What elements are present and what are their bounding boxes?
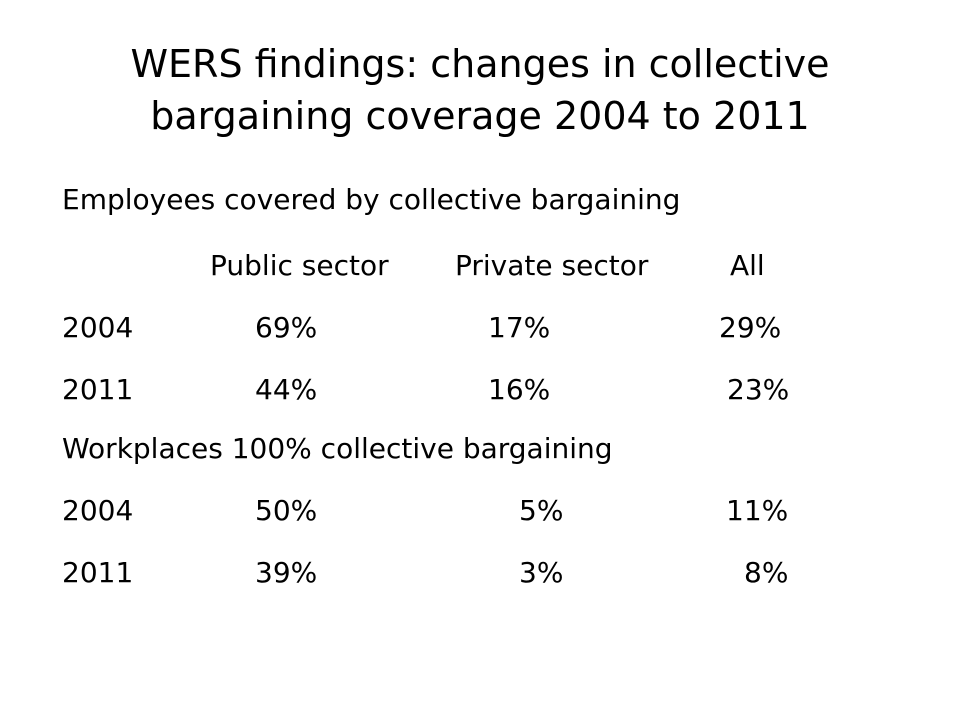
title-line-2: bargaining coverage 2004 to 2011 bbox=[150, 94, 810, 138]
row-private-value: 16% bbox=[488, 373, 551, 406]
column-header-private: Private sector bbox=[455, 249, 649, 282]
row-all-value: 8% bbox=[744, 556, 789, 589]
column-header-public: Public sector bbox=[210, 249, 389, 282]
column-header-all: All bbox=[730, 249, 765, 282]
row-year: 2011 bbox=[62, 556, 134, 589]
row-public-value: 39% bbox=[255, 556, 318, 589]
row-public-value: 44% bbox=[255, 373, 318, 406]
slide-title: WERS findings: changes in collective bar… bbox=[40, 38, 920, 142]
row-year: 2011 bbox=[62, 373, 134, 406]
row-all-value: 23% bbox=[727, 373, 790, 406]
row-year: 2004 bbox=[62, 494, 134, 527]
row-year: 2004 bbox=[62, 311, 134, 344]
row-all-value: 29% bbox=[719, 311, 782, 344]
section-2-heading: Workplaces 100% collective bargaining bbox=[62, 432, 613, 465]
row-public-value: 69% bbox=[255, 311, 318, 344]
section-1-heading: Employees covered by collective bargaini… bbox=[62, 183, 681, 216]
row-private-value: 5% bbox=[519, 494, 564, 527]
row-private-value: 3% bbox=[519, 556, 564, 589]
row-public-value: 50% bbox=[255, 494, 318, 527]
title-line-1: WERS findings: changes in collective bbox=[130, 42, 830, 86]
row-all-value: 11% bbox=[726, 494, 789, 527]
row-private-value: 17% bbox=[488, 311, 551, 344]
